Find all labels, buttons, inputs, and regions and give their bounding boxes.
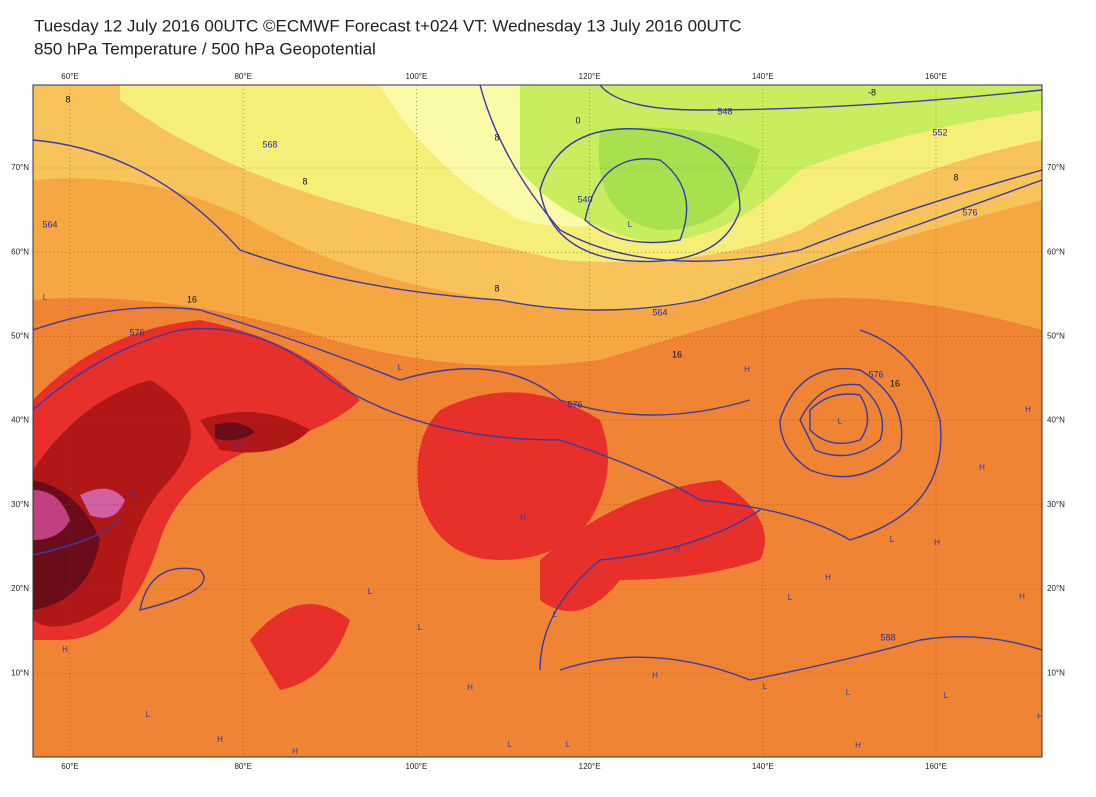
contour-label: 8 — [65, 94, 70, 104]
contour-label: 564 — [42, 219, 57, 229]
pressure-marker: L — [43, 293, 48, 302]
contour-label: 576 — [962, 207, 977, 217]
contour-label: 576 — [567, 399, 582, 409]
lon-label: 60°E — [61, 72, 78, 81]
lat-label: 70°N — [11, 163, 29, 172]
lat-label: 60°N — [1047, 247, 1065, 256]
contour-label: 568 — [262, 139, 277, 149]
pressure-marker: H — [855, 741, 861, 750]
lat-label: 30°N — [11, 500, 29, 509]
lon-label: 160°E — [925, 72, 947, 81]
lat-label: 60°N — [11, 247, 29, 256]
lat-label: 30°N — [1047, 500, 1065, 509]
pressure-marker: L — [944, 691, 949, 700]
pressure-marker: L — [890, 535, 895, 544]
title: Tuesday 12 July 2016 00UTC ©ECMWF Foreca… — [34, 16, 742, 35]
lon-label: 120°E — [579, 72, 601, 81]
lat-label: 20°N — [11, 584, 29, 593]
contour-label: 8 — [494, 132, 499, 142]
lat-label: 50°N — [1047, 332, 1065, 341]
pressure-marker: H — [1037, 712, 1043, 721]
pressure-marker: L — [566, 740, 571, 749]
pressure-marker: L — [628, 220, 633, 229]
lat-label: 70°N — [1047, 163, 1065, 172]
lat-label: 20°N — [1047, 584, 1065, 593]
pressure-marker: L — [398, 363, 403, 372]
pressure-marker: L — [368, 587, 373, 596]
contour-label: 16 — [890, 378, 900, 388]
lon-label: 120°E — [579, 762, 601, 771]
pressure-marker: H — [235, 442, 241, 451]
subtitle: 850 hPa Temperature / 500 hPa Geopotenti… — [34, 39, 376, 58]
contour-label: 576 — [868, 369, 883, 379]
pressure-marker: H — [1025, 405, 1031, 414]
contour-label: 576 — [129, 327, 144, 337]
pressure-marker: L — [788, 593, 793, 602]
contour-label: 564 — [652, 307, 667, 317]
pressure-marker: H — [652, 671, 658, 680]
lat-label: 10°N — [1047, 668, 1065, 677]
lat-label: 10°N — [11, 668, 29, 677]
contour-label: 8 — [953, 172, 958, 182]
pressure-marker: H — [825, 573, 831, 582]
contour-label: -8 — [868, 87, 876, 97]
pressure-marker: H — [217, 735, 223, 744]
contour-label: 8 — [494, 283, 499, 293]
contour-label: 588 — [880, 632, 895, 642]
pressure-marker: H — [467, 683, 473, 692]
pressure-marker: L — [508, 740, 513, 749]
contour-label: 548 — [717, 106, 732, 116]
pressure-marker: H — [62, 645, 68, 654]
pressure-marker: H — [520, 513, 526, 522]
pressure-marker: H — [292, 747, 298, 756]
pressure-marker: H — [744, 365, 750, 374]
pressure-marker: L — [838, 417, 843, 426]
contour-label: 540 — [577, 194, 592, 204]
pressure-marker: H — [979, 463, 985, 472]
lat-label: 40°N — [1047, 416, 1065, 425]
pressure-marker: L — [553, 610, 558, 619]
pressure-marker: H — [934, 538, 940, 547]
lon-label: 60°E — [61, 762, 78, 771]
pressure-marker: H — [674, 545, 680, 554]
lon-label: 160°E — [925, 762, 947, 771]
pressure-marker: H — [130, 491, 136, 500]
temperature-field — [33, 85, 1042, 757]
lon-label: 80°E — [234, 762, 251, 771]
contour-label: 8 — [302, 176, 307, 186]
contour-label: 552 — [932, 127, 947, 137]
lon-label: 140°E — [752, 762, 774, 771]
pressure-marker: L — [418, 623, 423, 632]
geopotential-contours — [33, 85, 1042, 681]
lon-label: 80°E — [234, 72, 251, 81]
pressure-marker: H — [1019, 592, 1025, 601]
contour-label: 16 — [672, 349, 682, 359]
lon-label: 140°E — [752, 72, 774, 81]
contour-label: 0 — [575, 115, 580, 125]
pressure-marker: L — [846, 688, 851, 697]
map-frame — [32, 84, 1043, 758]
contour-label: 16 — [187, 294, 197, 304]
lat-label: 50°N — [11, 332, 29, 341]
lon-label: 100°E — [405, 762, 427, 771]
lat-label: 40°N — [11, 416, 29, 425]
pressure-marker: L — [146, 710, 151, 719]
lon-label: 100°E — [405, 72, 427, 81]
pressure-marker: L — [763, 682, 768, 691]
